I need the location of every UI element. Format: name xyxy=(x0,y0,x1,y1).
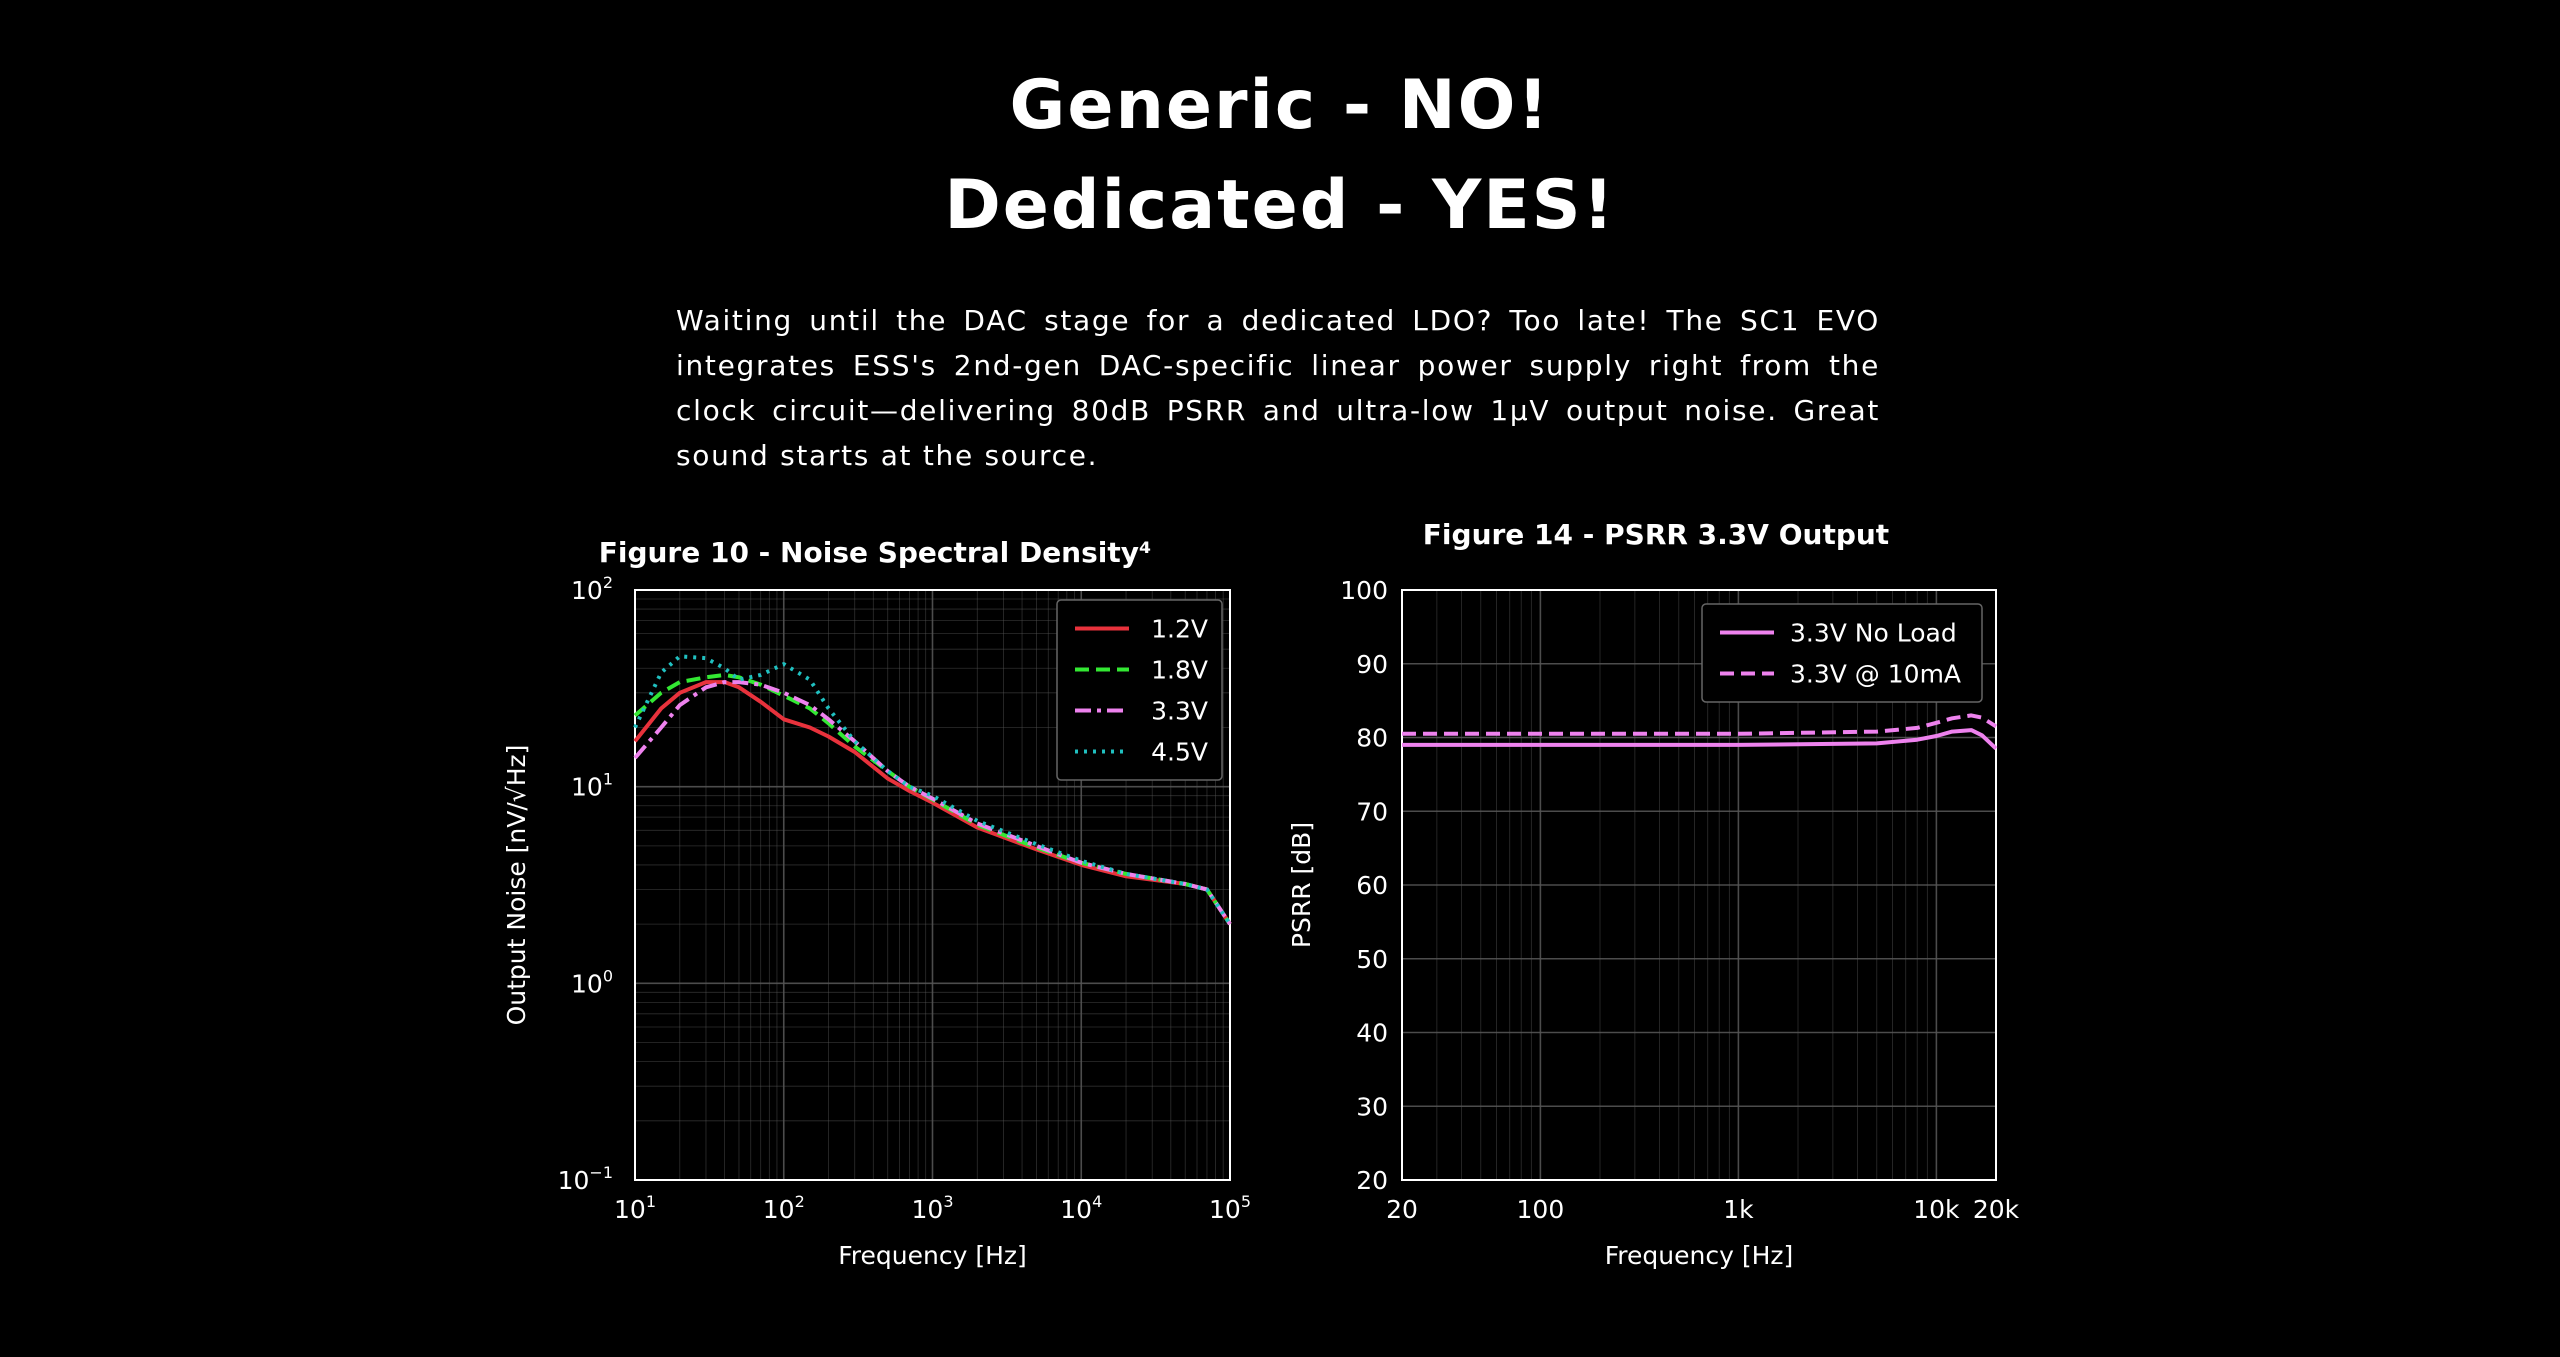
legend-box xyxy=(1056,599,1223,781)
legend-label: 4.5V xyxy=(1151,738,1208,767)
x-tick-label: 102 xyxy=(763,1192,805,1224)
y-axis-label: Output Noise [nV/√Hz] xyxy=(502,745,531,1026)
series-line-1 xyxy=(633,680,1232,926)
legend-box xyxy=(1701,603,1983,703)
x-tick-label: 20 xyxy=(1386,1195,1418,1224)
x-tick-label: 104 xyxy=(1060,1192,1102,1224)
y-tick-label: 100 xyxy=(1340,576,1388,605)
body-paragraph: Waiting until the DAC stage for a dedica… xyxy=(676,304,1880,472)
y-tick-label: 20 xyxy=(1356,1166,1388,1195)
y-tick-label: 102 xyxy=(571,573,613,605)
chart-title: Figure 14 - PSRR 3.3V Output xyxy=(1423,520,1889,551)
heading-line-2: Dedicated - YES! xyxy=(944,166,1616,245)
y-axis-label: PSRR [dB] xyxy=(1287,822,1316,948)
series-line-2 xyxy=(1402,713,1998,736)
y-tick-label: 80 xyxy=(1356,724,1388,753)
y-tick-label: 90 xyxy=(1356,650,1388,679)
x-tick-label: 103 xyxy=(912,1192,954,1224)
y-tick-label: 50 xyxy=(1356,945,1388,974)
psrr-chart: 20 100 1k 10k 20k 20 30 40 50 60 70 80 90 100 Figure 1… xyxy=(1287,520,2020,1270)
legend-label: 3.3V xyxy=(1151,697,1208,726)
x-tick-label: 105 xyxy=(1209,1192,1250,1224)
noise-spectral-density-chart: 101 102 103 104 105 10−1 100 101 102 Figure 10 - … xyxy=(502,536,1250,1270)
y-tick-label: 70 xyxy=(1356,797,1388,826)
legend-label: 3.3V @ 10mA xyxy=(1790,660,1961,689)
x-axis-label: Frequency [Hz] xyxy=(838,1241,1027,1270)
x-tick-label: 101 xyxy=(614,1192,656,1224)
legend-label: 1.2V xyxy=(1151,615,1208,644)
x-axis-label: Frequency [Hz] xyxy=(1605,1241,1794,1270)
x-tick-label: 1k xyxy=(1723,1195,1754,1224)
chart-title: Figure 10 - Noise Spectral Density⁴ xyxy=(599,536,1152,569)
series-line-2 xyxy=(633,672,1232,926)
minor-grid xyxy=(634,590,1230,1181)
series-line-1 xyxy=(1402,728,1998,751)
heading-line-1: Generic - NO! xyxy=(1009,66,1551,145)
plot-frame xyxy=(1401,589,1997,1181)
x-tick-label: 10k xyxy=(1913,1195,1960,1224)
y-tick-label: 101 xyxy=(571,770,613,802)
y-tick-label: 60 xyxy=(1356,871,1388,900)
plot-frame xyxy=(634,589,1231,1181)
y-tick-label: 10−1 xyxy=(558,1163,613,1195)
x-tick-label: 20k xyxy=(1973,1195,2020,1224)
legend-label: 1.8V xyxy=(1151,656,1208,685)
y-tick-label: 40 xyxy=(1356,1019,1388,1048)
y-tick-label: 30 xyxy=(1356,1092,1388,1121)
series-line-4 xyxy=(633,654,1232,926)
x-tick-label: 100 xyxy=(1517,1195,1565,1224)
y-tick-label: 100 xyxy=(571,966,613,998)
legend-label: 3.3V No Load xyxy=(1790,619,1957,648)
